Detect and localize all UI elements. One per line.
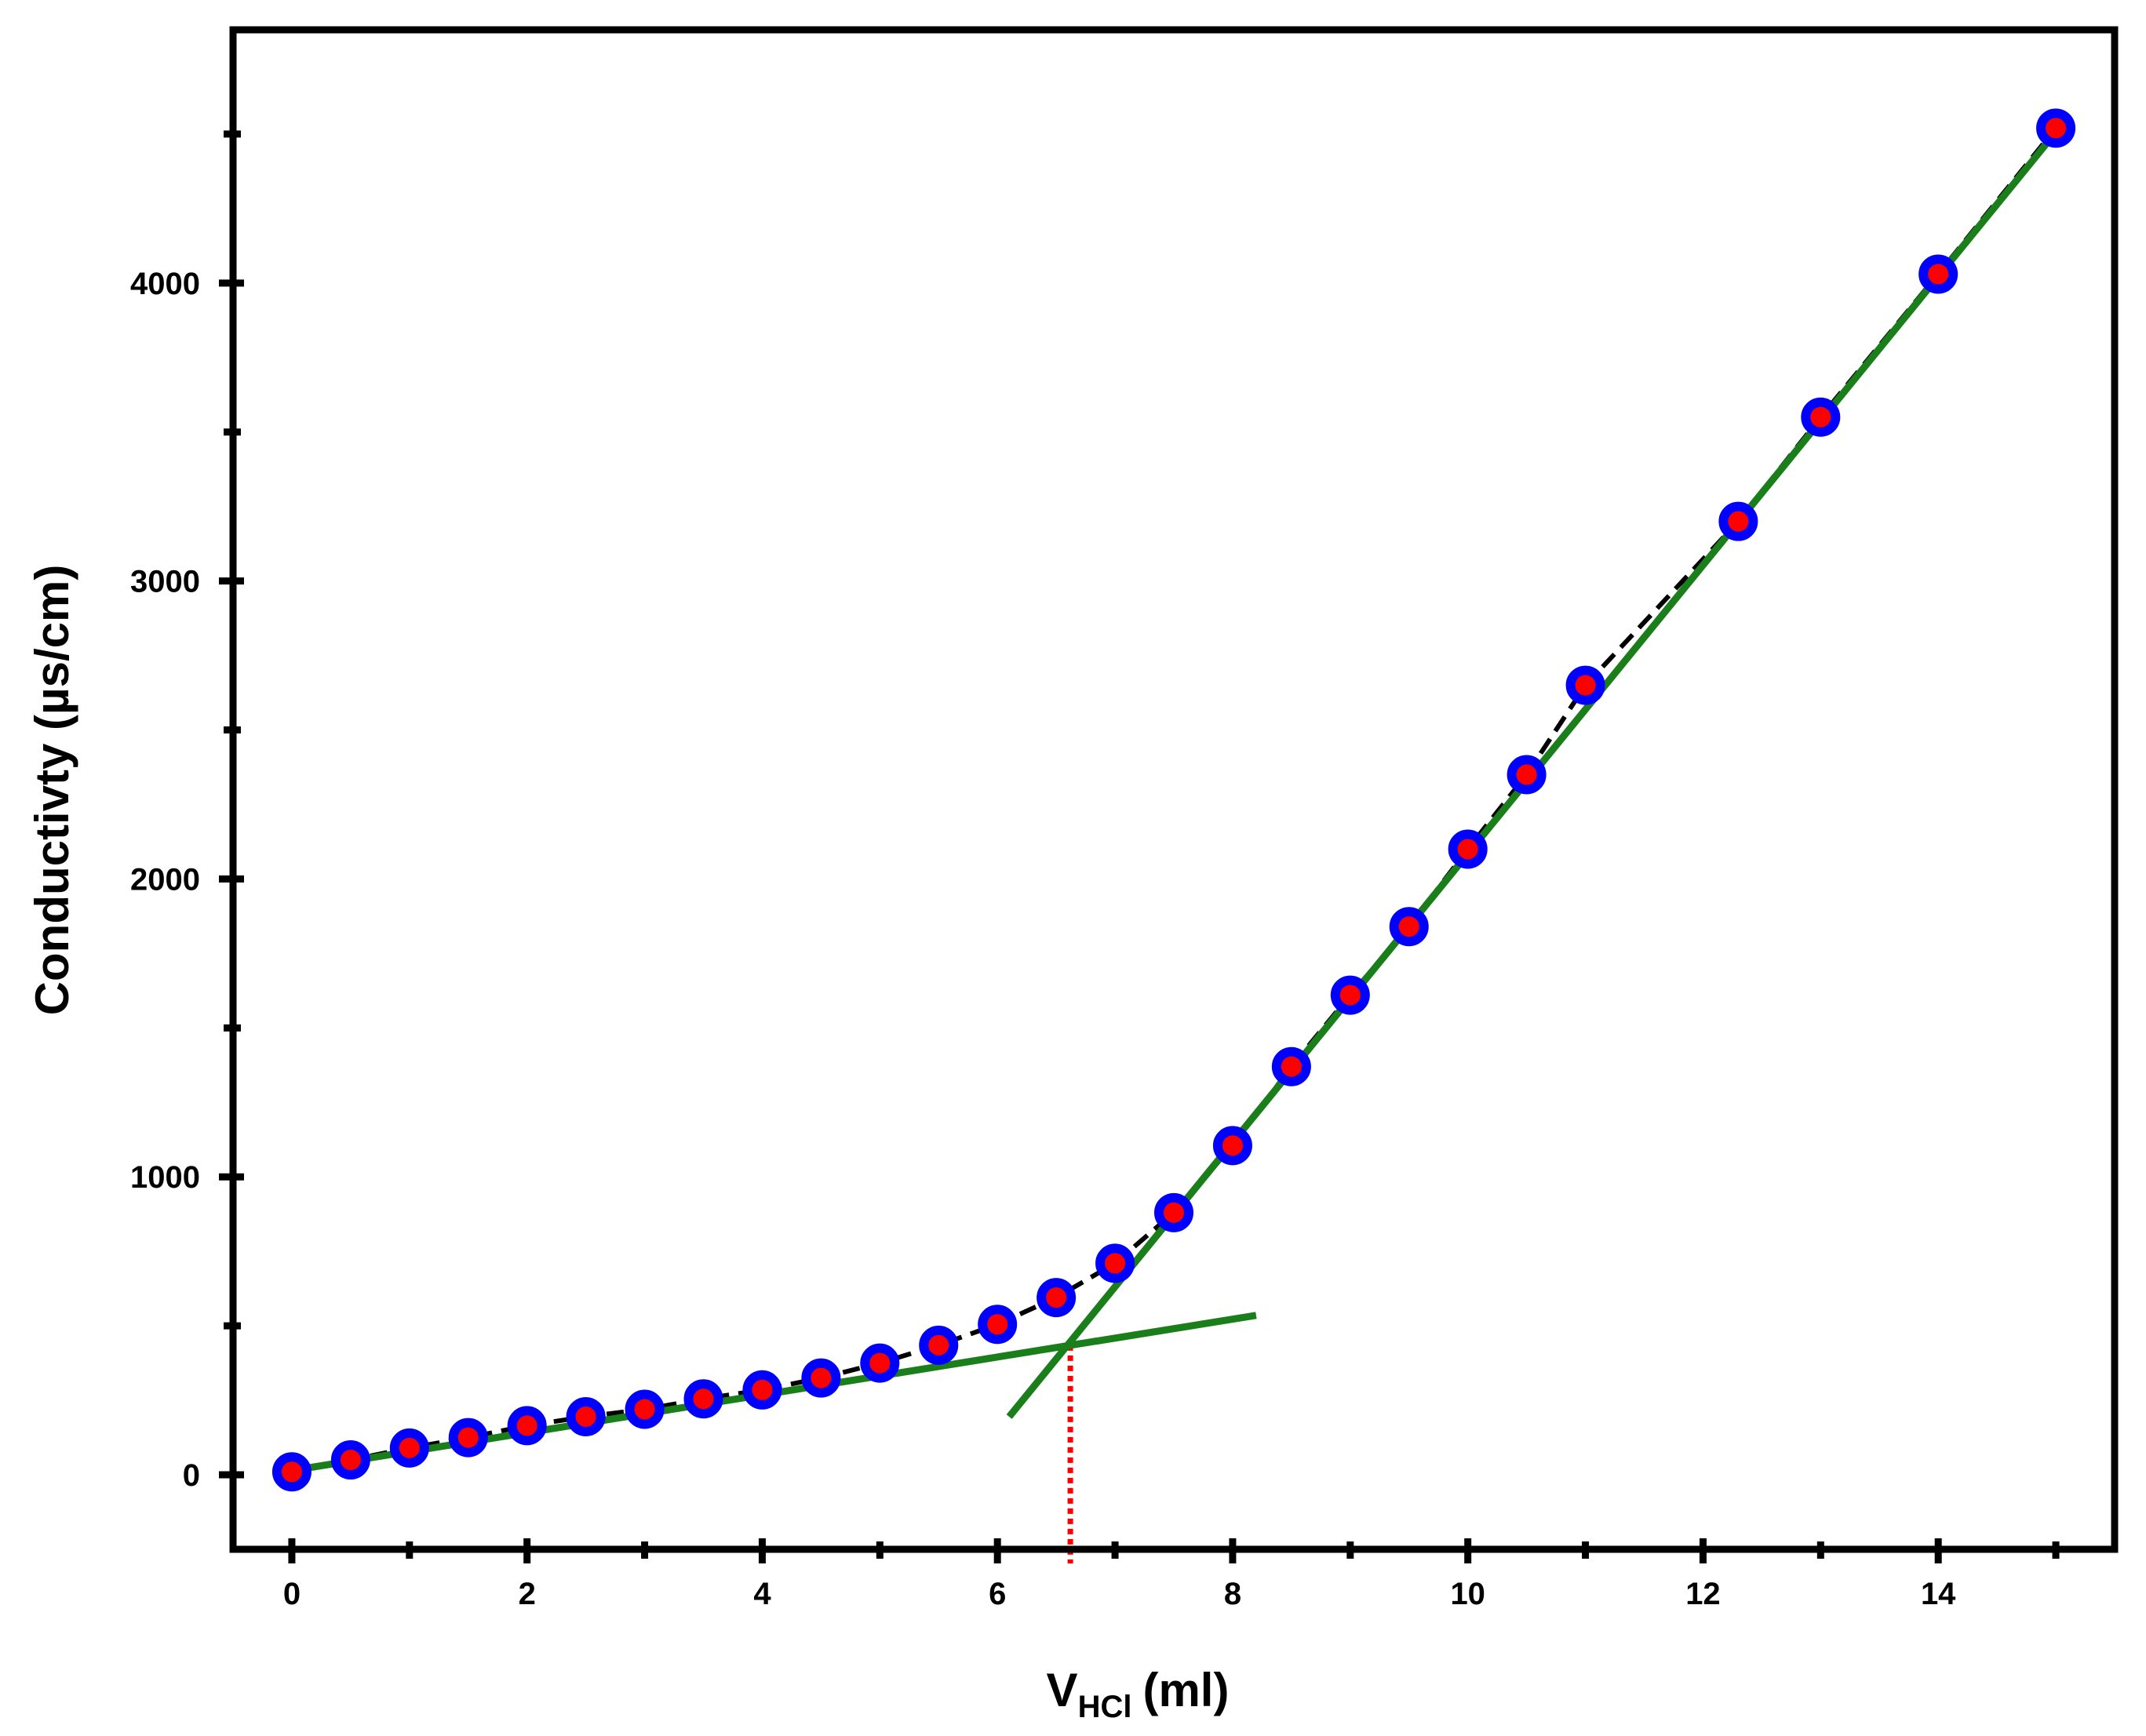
data-point <box>742 1370 782 1410</box>
data-point <box>1565 665 1605 705</box>
data-point <box>1271 1046 1311 1086</box>
x-axis-title: VHCl (ml) <box>1047 1664 1230 1724</box>
data-point <box>2036 108 2076 148</box>
plot-frame <box>229 26 2119 1553</box>
x-tick-label: 4 <box>753 1577 771 1611</box>
y-tick-label: 1000 <box>130 1160 200 1195</box>
x-tick-label: 14 <box>1921 1577 1956 1611</box>
x-axis-title-unit: (ml) <box>1142 1664 1229 1716</box>
data-point <box>1330 975 1370 1015</box>
x-tick-label: 10 <box>1450 1577 1485 1611</box>
data-point <box>330 1440 370 1480</box>
data-point <box>1212 1126 1252 1166</box>
data-point <box>978 1305 1018 1345</box>
data-point <box>1801 397 1841 437</box>
data-point <box>507 1406 547 1446</box>
data-point <box>1448 829 1488 869</box>
data-point <box>271 1452 312 1492</box>
x-tick-label: 6 <box>989 1577 1006 1611</box>
plot-layer <box>271 108 2076 1563</box>
y-axis-title: Conductivty (µs/cm) <box>26 565 78 1016</box>
x-tick-label: 12 <box>1685 1577 1721 1611</box>
data-point <box>801 1358 841 1398</box>
x-tick-label: 8 <box>1224 1577 1241 1611</box>
x-tick-label: 0 <box>283 1577 301 1611</box>
x-tick-label: 2 <box>519 1577 536 1611</box>
data-point <box>448 1418 488 1458</box>
data-point <box>1918 254 1958 294</box>
data-point <box>919 1325 959 1365</box>
y-tick-label: 4000 <box>130 267 200 301</box>
y-tick-label: 0 <box>183 1458 200 1493</box>
x-axis-title-subscript: HCl <box>1078 1690 1132 1724</box>
y-tick-label: 2000 <box>130 862 200 897</box>
data-point <box>860 1343 900 1383</box>
data-point <box>1095 1243 1135 1283</box>
data-point <box>1507 755 1547 795</box>
data-point <box>1718 501 1758 541</box>
data-point <box>389 1428 429 1468</box>
data-point <box>683 1379 723 1419</box>
data-point <box>1389 907 1429 947</box>
y-tick-label: 3000 <box>130 565 200 599</box>
x-axis-title-main: V <box>1047 1664 1078 1716</box>
data-point <box>566 1396 606 1436</box>
data-point <box>625 1389 665 1429</box>
data-point <box>1154 1192 1193 1232</box>
data-point <box>1037 1278 1077 1318</box>
